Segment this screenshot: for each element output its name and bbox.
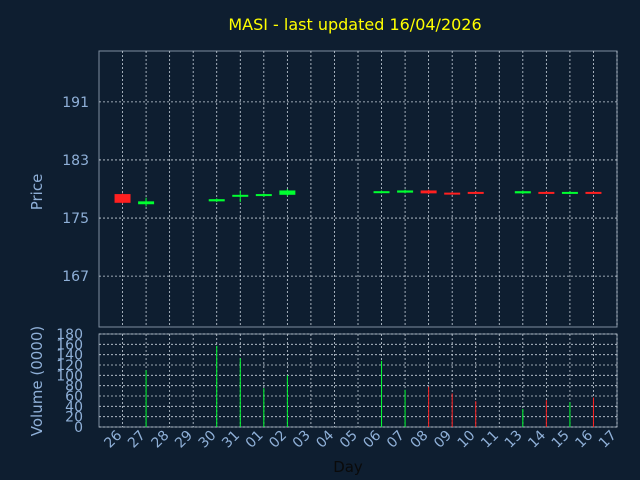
day-tick-label: 14 [525, 427, 549, 451]
volume-tick-label: 140 [56, 348, 83, 364]
day-tick-label: 11 [478, 428, 502, 452]
volume-tick-label: 120 [56, 358, 83, 374]
x-axis-label: Day [333, 458, 363, 476]
day-tick-label: 31 [219, 428, 243, 452]
candle-body [444, 192, 461, 195]
day-tick-labels: 26 27 28 29 30 31 01 02 03 04 05 06 07 08 09 10 11 13 14 15… [101, 427, 619, 451]
day-tick-label: 29 [172, 428, 196, 452]
day-tick-label: 06 [360, 427, 384, 451]
price-tick-label: 167 [62, 269, 89, 285]
day-tick-label: 04 [313, 427, 337, 451]
day-tick-label: 30 [196, 428, 220, 452]
candle-body [255, 194, 272, 197]
candle-body [373, 191, 390, 194]
volume-tick-label: 60 [65, 389, 83, 405]
candle-body [538, 191, 555, 194]
volume-axis-label: Volume (0000) [28, 326, 46, 436]
day-tick-label: 28 [149, 428, 173, 452]
volume-tick-label: 160 [56, 337, 83, 353]
price-tick-label: 175 [62, 211, 89, 227]
day-tick-label: 10 [455, 428, 479, 452]
day-tick-label: 17 [596, 428, 620, 452]
chart-title: MASI - last updated 16/04/2026 [228, 15, 481, 34]
candle-body [397, 190, 414, 193]
volume-tick-label: 180 [56, 327, 83, 343]
day-tick-label: 07 [384, 428, 408, 452]
price-tick-labels: 167 175 183 191 [62, 95, 89, 285]
candle-body [208, 199, 225, 202]
grid-lines [99, 51, 618, 428]
candle-body [114, 194, 131, 203]
candle-body [467, 191, 484, 194]
day-tick-label: 15 [549, 428, 573, 452]
candle-body [585, 191, 602, 194]
day-tick-label: 16 [572, 427, 596, 451]
volume-tick-label: 80 [65, 379, 83, 395]
day-tick-label: 01 [243, 428, 267, 452]
day-tick-label: 27 [125, 428, 149, 452]
candle-body [420, 190, 437, 194]
candle-body [561, 191, 578, 194]
volume-bars [145, 345, 594, 427]
day-tick-label: 08 [408, 428, 432, 452]
day-tick-label: 26 [101, 427, 125, 451]
price-tick-label: 183 [62, 153, 89, 169]
day-tick-label: 02 [266, 428, 290, 452]
day-tick-label: 03 [290, 428, 314, 452]
volume-tick-label: 0 [74, 420, 83, 436]
volume-tick-label: 40 [65, 399, 83, 415]
price-tick-label: 191 [62, 95, 89, 111]
candle-body [138, 201, 155, 205]
candle-body [279, 190, 296, 195]
day-tick-label: 05 [337, 428, 361, 452]
day-tick-label: 13 [502, 428, 526, 452]
day-tick-label: 09 [431, 428, 455, 452]
candle-body [232, 194, 249, 197]
volume-tick-label: 100 [56, 368, 83, 384]
volume-tick-label: 20 [65, 410, 83, 426]
price-axis-label: Price [28, 174, 46, 211]
price-candles [114, 189, 602, 207]
candle-body [514, 191, 531, 194]
